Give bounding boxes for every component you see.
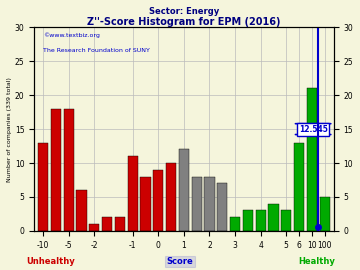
- Text: 12.545: 12.545: [299, 125, 328, 134]
- Title: Z''-Score Histogram for EPM (2016): Z''-Score Histogram for EPM (2016): [87, 16, 281, 27]
- Bar: [102, 217, 112, 231]
- Bar: [294, 143, 304, 231]
- Bar: [320, 197, 330, 231]
- Bar: [51, 109, 61, 231]
- Bar: [140, 177, 150, 231]
- Bar: [307, 88, 317, 231]
- Bar: [76, 190, 87, 231]
- Bar: [179, 150, 189, 231]
- Text: Unhealthy: Unhealthy: [26, 257, 75, 266]
- Bar: [192, 177, 202, 231]
- Bar: [281, 211, 291, 231]
- Bar: [166, 163, 176, 231]
- Bar: [115, 217, 125, 231]
- Bar: [256, 211, 266, 231]
- Bar: [38, 143, 48, 231]
- Bar: [64, 109, 74, 231]
- Bar: [230, 217, 240, 231]
- Bar: [243, 211, 253, 231]
- Bar: [153, 170, 163, 231]
- Y-axis label: Number of companies (339 total): Number of companies (339 total): [7, 77, 12, 181]
- Bar: [204, 177, 215, 231]
- Bar: [217, 183, 228, 231]
- Bar: [268, 204, 279, 231]
- Text: The Research Foundation of SUNY: The Research Foundation of SUNY: [43, 48, 150, 53]
- Text: ©www.textbiz.org: ©www.textbiz.org: [43, 33, 100, 38]
- Text: Score: Score: [167, 257, 193, 266]
- Text: Sector: Energy: Sector: Energy: [149, 7, 219, 16]
- Text: Healthy: Healthy: [298, 257, 335, 266]
- Bar: [89, 224, 99, 231]
- Bar: [127, 156, 138, 231]
